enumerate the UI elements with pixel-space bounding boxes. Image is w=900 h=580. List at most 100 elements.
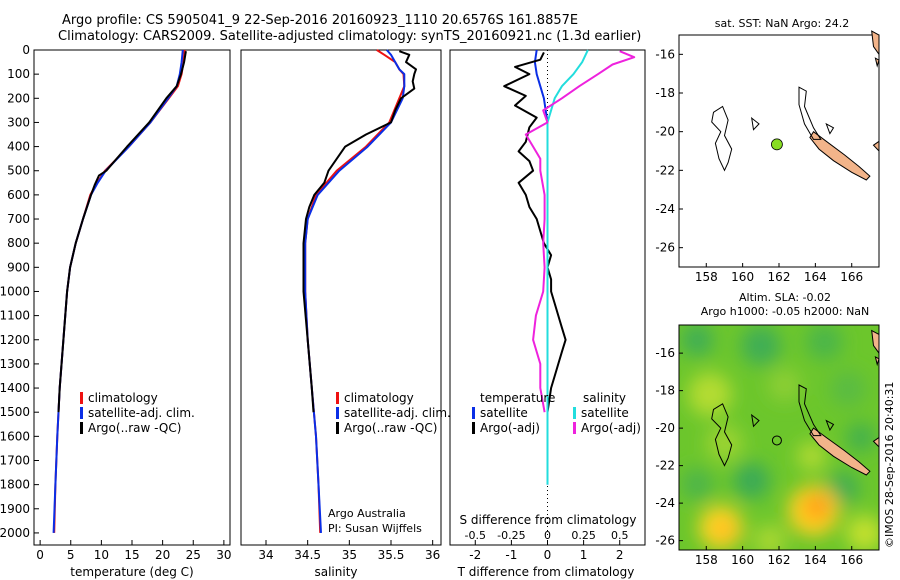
- sdiff-tick-label: 0.5: [611, 529, 629, 542]
- legend-label: Argo(..raw -QC): [344, 421, 437, 435]
- salinity-profiles: [302, 49, 417, 533]
- salinity-tick-label: 35: [342, 548, 357, 562]
- depth-tick-label: 600: [7, 188, 30, 202]
- legend-salinity-title: salinity: [583, 391, 626, 405]
- legend-swatch: [472, 407, 475, 419]
- sla-anomaly-blob: [797, 441, 827, 471]
- map-lat-label: -18: [655, 384, 675, 398]
- sla-anomaly-blob: [713, 518, 736, 541]
- legend-swatch: [573, 422, 576, 434]
- s-diff-argo-line: [524, 50, 636, 413]
- legend-swatch: [336, 422, 339, 434]
- temperature-profiles: [52, 49, 187, 533]
- map-lon-label: 162: [768, 270, 791, 284]
- depth-tick-label: 700: [7, 212, 30, 226]
- salinity-tick-label: 35.5: [378, 548, 405, 562]
- sla-anomaly-blob: [733, 462, 770, 499]
- sla-anomaly-blob: [806, 325, 843, 361]
- title-line-2: Climatology: CARS2009. Satellite-adjuste…: [58, 29, 642, 44]
- temperature-tick-label: 15: [124, 548, 139, 562]
- imos-credit: ©IMOS 28-Sep-2016 20:40:31: [883, 381, 896, 548]
- loyalty-islands-outline: [825, 419, 835, 432]
- sla-anomaly-field: [680, 325, 879, 550]
- argo-float-marker: [771, 138, 783, 151]
- sla-anomaly-blob: [846, 422, 876, 453]
- legend-swatch: [336, 392, 339, 404]
- loyalty-islands-land: [872, 436, 879, 448]
- depth-tick-label: 1300: [0, 357, 30, 371]
- legend-swatch: [573, 407, 576, 419]
- map-lon-label: 164: [804, 270, 827, 284]
- sdiff-tick-label: 0: [544, 529, 551, 542]
- depth-tick-label: 800: [7, 236, 30, 250]
- legend-swatch: [472, 422, 475, 434]
- map-lon-label: 164: [804, 553, 827, 567]
- annotation-pi: PI: Susan Wijffels: [328, 522, 422, 535]
- depth-axis: 0 100 200 300 400 500 600 700 800 900 1000 1100 1200…: [0, 43, 39, 540]
- depth-tick-label: 2000: [0, 526, 30, 540]
- sla-anomaly-blob: [753, 524, 787, 550]
- temperature-tick-label: 30: [216, 548, 231, 562]
- map-lon-label: 160: [731, 270, 754, 284]
- legend-label: Argo(..raw -QC): [88, 421, 181, 435]
- sdiff-tick-label: -0.5: [465, 529, 486, 542]
- depth-tick-label: 200: [7, 91, 30, 105]
- difference-panel: -2 -1 0 1 2 -0.5 -0.25 0 0.25 0.5 T difference fr…: [449, 49, 646, 579]
- map-lat-label: -18: [655, 86, 675, 100]
- map-lon-label: 158: [695, 553, 718, 567]
- sst-map-title: sat. SST: NaN Argo: 24.2: [715, 17, 849, 30]
- map-lat-label: -20: [655, 125, 675, 139]
- legend-temperature-title: temperature: [480, 391, 555, 405]
- map-lat-label: -24: [655, 202, 675, 216]
- map-lat-label: -16: [655, 47, 675, 61]
- sla-anomaly-blob: [768, 368, 801, 402]
- depth-tick-label: 1900: [0, 502, 30, 516]
- depth-tick-label: 900: [7, 260, 30, 274]
- legend-label: satellite-adj. clim.: [88, 406, 195, 420]
- new-caledonia-land: [809, 427, 871, 476]
- difference-profiles: [503, 49, 636, 545]
- depth-tick-label: 1600: [0, 429, 30, 443]
- sla-map-coastlines: [711, 329, 879, 476]
- tdiff-tick-label: -2: [469, 548, 481, 562]
- loyalty-islands-land: [872, 140, 880, 153]
- salinity-plot-frame: [240, 49, 442, 546]
- reef-outline-small: [751, 413, 760, 428]
- depth-tick-label: 300: [7, 115, 30, 129]
- sla-anomaly-blob: [846, 514, 879, 550]
- sla-heatmap: [679, 325, 879, 550]
- depth-tick-label: 1400: [0, 381, 30, 395]
- depth-tick-label: 500: [7, 164, 30, 178]
- temperature-climatology-line: [53, 49, 186, 533]
- s-difference-x-label: S difference from climatology: [460, 513, 637, 527]
- temperature-tick-label: 25: [186, 548, 201, 562]
- vanuatu-land: [871, 30, 880, 56]
- sla-map-panel: Altim. SLA: -0.02 Argo h1000: -0.05 h200…: [655, 291, 880, 567]
- s-diff-satellite-line: [546, 49, 589, 485]
- temperature-satellite-line: [52, 49, 184, 533]
- title-line-1: Argo profile: CS 5905041_9 22-Sep-2016 2…: [62, 13, 579, 28]
- legend-label: Argo(-adj): [581, 421, 641, 435]
- difference-x-axis: -2 -1 0 1 2 -0.5 -0.25 0 0.25 0.5: [465, 529, 629, 562]
- depth-tick-label: 0: [22, 43, 30, 57]
- legend-label: climatology: [88, 391, 158, 405]
- temperature-x-label: temperature (deg C): [70, 565, 193, 579]
- legend-swatch: [80, 392, 83, 404]
- map-lon-label: 166: [840, 553, 863, 567]
- sla-anomaly-blob: [829, 370, 867, 407]
- loyalty-islands-outline: [825, 122, 835, 135]
- map-lat-label: -26: [655, 534, 675, 548]
- salinity-tick-label: 34: [258, 548, 273, 562]
- reef-outline-north: [798, 384, 822, 437]
- map-lon-label: 158: [695, 270, 718, 284]
- depth-tick-label: 400: [7, 140, 30, 154]
- salinity-panel: 34 34.5 35 35.5 36 salinity climatologysatel…: [240, 49, 451, 579]
- depth-tick-label: 1500: [0, 405, 30, 419]
- legend-swatch: [80, 422, 83, 434]
- vanuatu-land-2: [874, 355, 879, 367]
- annotation-argo-australia: Argo Australia: [328, 507, 406, 520]
- sst-map-axes: 158 160 162 164 166 -16 -18 -20 -22 -24 -26: [655, 47, 863, 284]
- map-lat-label: -20: [655, 421, 675, 435]
